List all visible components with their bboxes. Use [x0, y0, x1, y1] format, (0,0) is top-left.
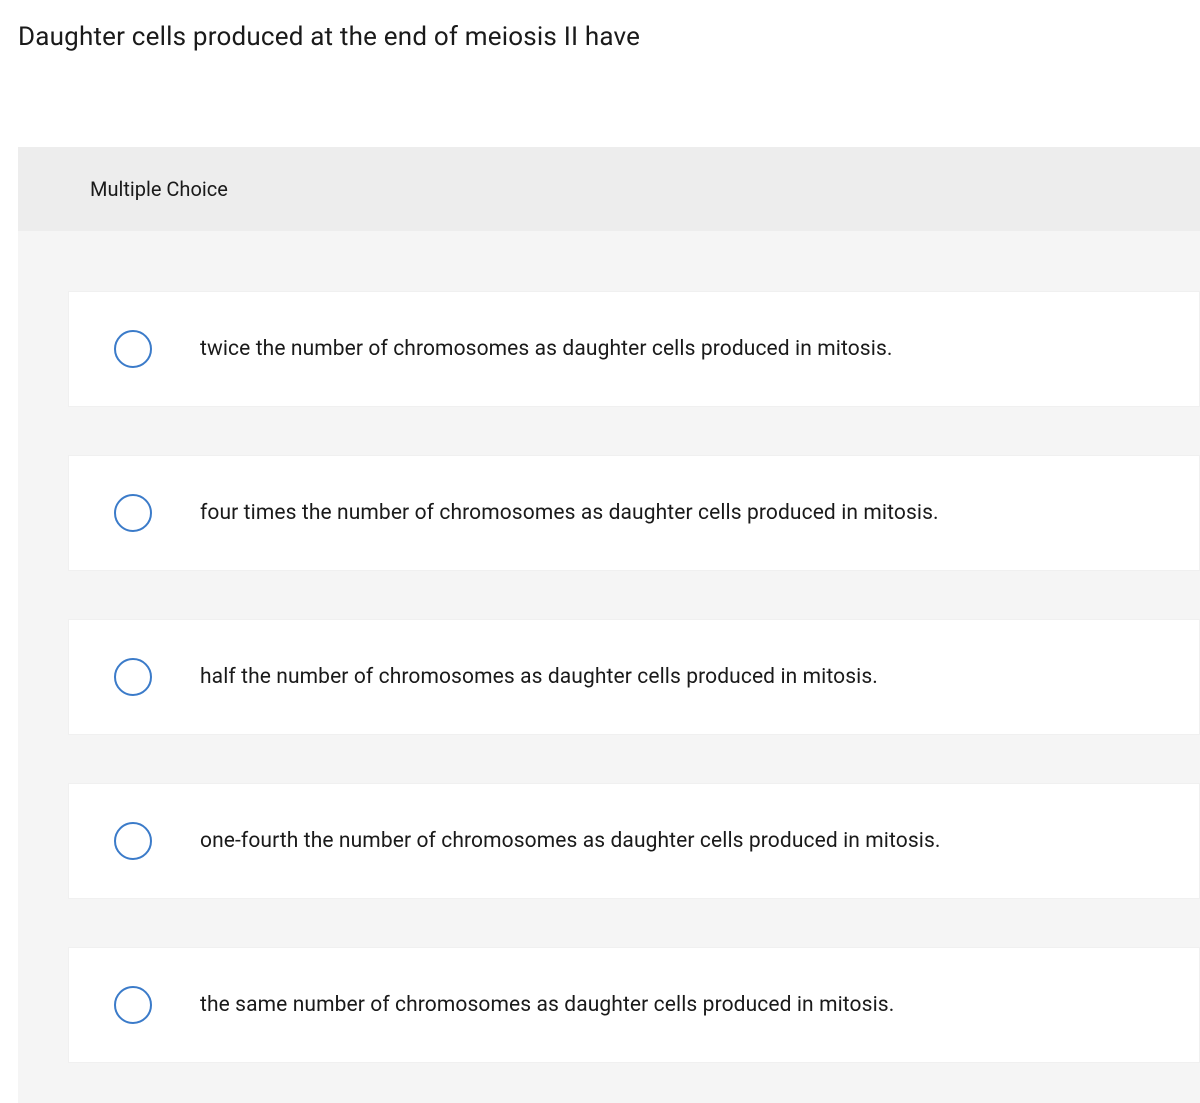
- option-card[interactable]: one-fourth the number of chromosomes as …: [68, 783, 1200, 899]
- option-label: the same number of chromosomes as daught…: [200, 993, 894, 1017]
- radio-icon[interactable]: [114, 658, 152, 696]
- radio-icon[interactable]: [114, 330, 152, 368]
- option-label: twice the number of chromosomes as daugh…: [200, 337, 893, 361]
- option-card[interactable]: four times the number of chromosomes as …: [68, 455, 1200, 571]
- panel-header: Multiple Choice: [18, 147, 1200, 231]
- option-card[interactable]: the same number of chromosomes as daught…: [68, 947, 1200, 1063]
- options-container: twice the number of chromosomes as daugh…: [18, 231, 1200, 1103]
- radio-icon[interactable]: [114, 986, 152, 1024]
- option-label: one-fourth the number of chromosomes as …: [200, 829, 941, 853]
- option-label: four times the number of chromosomes as …: [200, 501, 939, 525]
- option-label: half the number of chromosomes as daught…: [200, 665, 878, 689]
- question-container: Daughter cells produced at the end of me…: [0, 0, 1200, 52]
- panel-header-label: Multiple Choice: [90, 177, 1200, 201]
- question-text: Daughter cells produced at the end of me…: [18, 22, 1200, 52]
- radio-icon[interactable]: [114, 494, 152, 532]
- option-card[interactable]: half the number of chromosomes as daught…: [68, 619, 1200, 735]
- option-card[interactable]: twice the number of chromosomes as daugh…: [68, 291, 1200, 407]
- multiple-choice-panel: Multiple Choice twice the number of chro…: [18, 147, 1200, 1103]
- radio-icon[interactable]: [114, 822, 152, 860]
